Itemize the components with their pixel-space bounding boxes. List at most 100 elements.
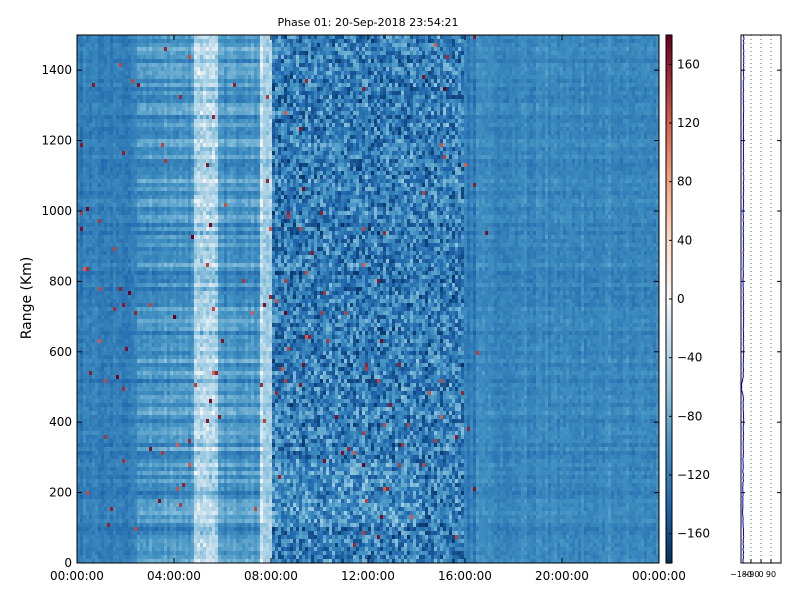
colorbar-segment <box>666 127 672 133</box>
x-tick-label: 16:00:00 <box>438 569 492 583</box>
colorbar-segment <box>666 461 672 467</box>
x-tick-label: 20:00:00 <box>535 569 589 583</box>
colorbar-segment <box>666 466 672 472</box>
colorbar-segment <box>666 470 672 476</box>
x-tick-label: 00:00:00 <box>632 569 686 583</box>
colorbar-segment <box>666 70 672 76</box>
colorbar-segment <box>666 101 672 106</box>
colorbar-segment <box>666 523 672 529</box>
colorbar-segment <box>666 211 672 216</box>
colorbar-segment <box>666 527 672 533</box>
colorbar-segment <box>666 140 672 146</box>
profile-plot <box>740 34 745 564</box>
colorbar-segment <box>666 439 672 445</box>
colorbar-segment <box>666 109 672 115</box>
colorbar-segment <box>666 79 672 84</box>
colorbar-segment <box>666 290 672 296</box>
colorbar-segment <box>666 241 672 247</box>
profile-x-tick-label: 90 <box>766 570 776 579</box>
colorbar-segment <box>666 57 672 62</box>
colorbar-axis: −160 −120 −80 −40 0 40 80 120 160 <box>669 57 710 541</box>
colorbar-segment <box>666 373 672 379</box>
colorbar-segment <box>666 52 672 58</box>
colorbar-segment <box>666 479 672 485</box>
colorbar-segment <box>666 549 672 555</box>
colorbar-segment <box>666 114 672 120</box>
colorbar-segment <box>666 281 672 287</box>
colorbar <box>666 35 672 564</box>
colorbar-segment <box>666 497 672 502</box>
colorbar-segment <box>666 395 672 401</box>
profile-grid <box>740 35 781 564</box>
colorbar-segment <box>666 519 672 524</box>
colorbar-segment <box>666 360 672 366</box>
profile-x-tick-label: 0 <box>758 570 763 579</box>
colorbar-segment <box>666 404 672 410</box>
colorbar-segment <box>666 558 672 564</box>
colorbar-segment <box>666 453 672 458</box>
colorbar-segment <box>666 382 672 388</box>
colorbar-segment <box>666 39 672 45</box>
colorbar-segment <box>666 505 672 511</box>
colorbar-segment <box>666 285 672 291</box>
colorbar-segment <box>666 175 672 181</box>
colorbar-segment <box>666 426 672 432</box>
colorbar-segment <box>666 158 672 164</box>
colorbar-segment <box>666 338 672 344</box>
colorbar-segment <box>666 167 672 172</box>
colorbar-tick-label: 160 <box>677 57 700 71</box>
colorbar-segment <box>666 65 672 71</box>
colorbar-segment <box>666 219 672 225</box>
colorbar-segment <box>666 215 672 221</box>
x-tick-label: 04:00:00 <box>147 569 201 583</box>
colorbar-segment <box>666 351 672 357</box>
colorbar-tick-label: 0 <box>677 292 685 306</box>
profile-x-axis: −180−90 0 90 <box>730 559 776 579</box>
colorbar-segment <box>666 74 672 80</box>
colorbar-segment <box>666 488 672 494</box>
colorbar-segment <box>666 123 672 128</box>
colorbar-tick-label: −40 <box>677 351 702 365</box>
colorbar-tick-label: −160 <box>677 527 710 541</box>
colorbar-segment <box>666 532 672 538</box>
colorbar-segment <box>666 514 672 520</box>
heatmap-y-axis: 0 200 400 600 800 1000 1200 1400 <box>41 63 659 570</box>
colorbar-segment <box>666 263 672 269</box>
colorbar-segment <box>666 378 672 384</box>
colorbar-segment <box>666 536 672 542</box>
colorbar-segment <box>666 268 672 274</box>
colorbar-segment <box>666 92 672 98</box>
colorbar-segment <box>666 321 672 326</box>
colorbar-segment <box>666 417 672 423</box>
colorbar-segment <box>666 369 672 375</box>
colorbar-segment <box>666 202 672 208</box>
colorbar-segment <box>666 329 672 335</box>
colorbar-segment <box>666 149 672 155</box>
colorbar-segment <box>666 118 672 124</box>
heatmap-image <box>77 35 659 563</box>
colorbar-segment <box>666 554 672 560</box>
colorbar-segment <box>666 541 672 546</box>
y-tick-label: 1400 <box>41 63 72 77</box>
colorbar-segment <box>666 171 672 177</box>
colorbar-segment <box>666 492 672 498</box>
colorbar-tick-label: −120 <box>677 468 710 482</box>
colorbar-segment <box>666 545 672 551</box>
chart-title: Phase 01: 20-Sep-2018 23:54:21 <box>277 16 458 29</box>
y-tick-label: 400 <box>49 415 72 429</box>
colorbar-segment <box>666 228 672 234</box>
colorbar-segment <box>666 483 672 489</box>
profile-x-tick-label: −90 <box>743 570 760 579</box>
colorbar-segment <box>666 48 672 54</box>
colorbar-tick-label: 40 <box>677 233 692 247</box>
colorbar-segment <box>666 105 672 111</box>
colorbar-segment <box>666 400 672 406</box>
y-tick-label: 600 <box>49 345 72 359</box>
colorbar-segment <box>666 184 672 190</box>
colorbar-segment <box>666 347 672 353</box>
colorbar-segment <box>666 259 672 265</box>
profile-x-tick-label: −180 <box>730 570 752 579</box>
colorbar-segment <box>666 510 672 516</box>
colorbar-segment <box>666 197 672 203</box>
